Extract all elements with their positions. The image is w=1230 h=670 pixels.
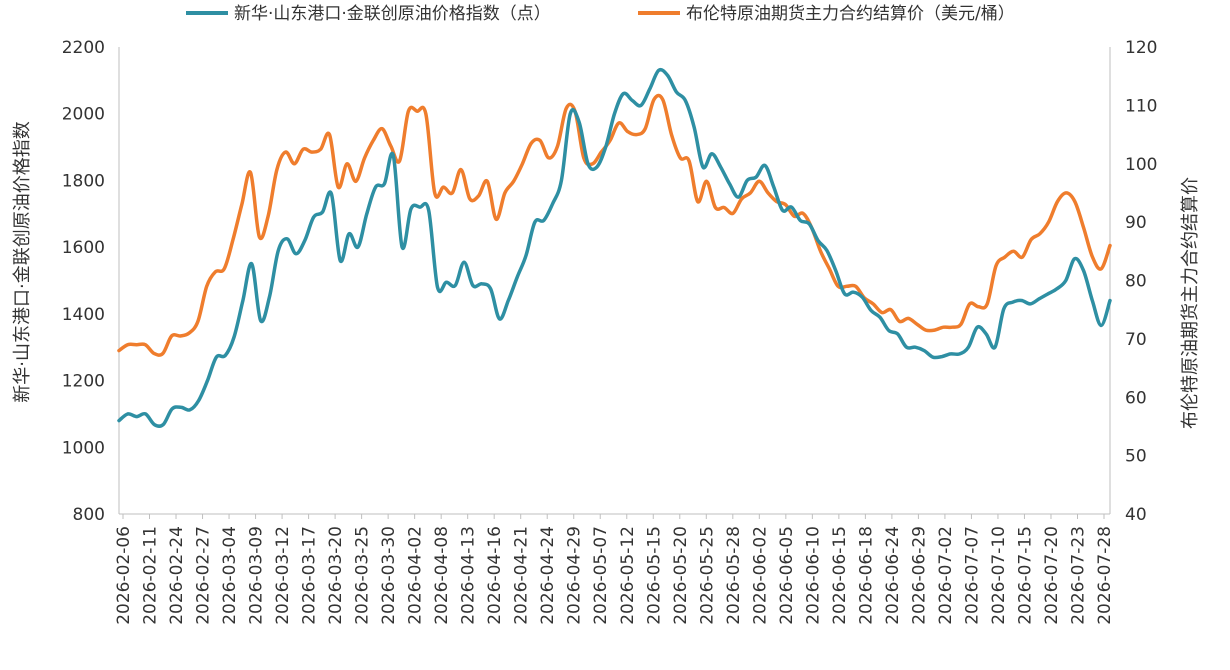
x-tick-label: 2026-07-28 <box>1095 526 1115 625</box>
x-tick-label: 2026-07-07 <box>962 526 982 625</box>
x-tick-label: 2026-07-23 <box>1068 526 1088 625</box>
left-tick-label: 1400 <box>62 305 105 325</box>
series-layer <box>117 67 1112 428</box>
right-tick-label: 90 <box>1125 213 1147 233</box>
x-tick-label: 2026-03-17 <box>300 526 320 625</box>
legend-label-index: 新华·山东港口·金联创原油价格指数（点） <box>234 4 551 24</box>
x-tick-label: 2026-06-05 <box>777 526 797 625</box>
x-tick-label: 2026-03-12 <box>273 526 293 625</box>
x-tick-label: 2026-05-20 <box>671 526 691 625</box>
x-tick-label: 2026-06-29 <box>909 526 929 625</box>
x-tick-label: 2026-05-12 <box>618 526 638 625</box>
left-tick-label: 1800 <box>62 171 105 191</box>
x-tick-label: 2026-05-15 <box>644 526 664 625</box>
x-tick-label: 2026-03-30 <box>379 526 399 625</box>
x-tick-label: 2026-06-24 <box>883 526 903 625</box>
right-tick-label: 50 <box>1125 447 1147 467</box>
right-tick-label: 70 <box>1125 330 1147 350</box>
x-tick-label: 2026-07-15 <box>1015 526 1035 625</box>
right-tick-label: 40 <box>1125 505 1147 525</box>
right-tick-label: 60 <box>1125 388 1147 408</box>
x-tick-label: 2026-02-06 <box>114 526 134 625</box>
x-axis-ticks: 2026-02-06 2026-02-11 2026-02-24 2026-02-27… <box>114 514 1115 625</box>
x-tick-label: 2026-06-15 <box>830 526 850 625</box>
right-axis-title: 布伦特原油期货主力合约结算价 <box>1180 177 1201 429</box>
left-axis-ticks: 800 1000 1200 1400 1600 1800 2000 2200 <box>62 38 105 525</box>
x-tick-label: 2026-04-08 <box>432 526 452 625</box>
x-tick-label: 2026-03-20 <box>326 526 346 625</box>
x-tick-label: 2026-04-24 <box>538 526 558 625</box>
x-tick-label: 2026-04-13 <box>459 526 479 625</box>
right-axis-ticks: 40 50 60 70 80 90 100 110 120 <box>1125 38 1157 525</box>
series-line-index <box>117 67 1112 428</box>
left-tick-label: 1200 <box>62 372 105 392</box>
x-tick-label: 2026-03-04 <box>220 526 240 625</box>
x-tick-label: 2026-04-21 <box>512 526 532 625</box>
series-line-brent <box>117 93 1112 357</box>
left-tick-label: 800 <box>73 505 105 525</box>
right-tick-label: 80 <box>1125 272 1147 292</box>
x-tick-label: 2026-07-10 <box>989 526 1009 625</box>
left-tick-label: 1000 <box>62 438 105 458</box>
left-tick-label: 1600 <box>62 238 105 258</box>
x-tick-label: 2026-03-09 <box>247 526 267 625</box>
x-tick-label: 2026-04-29 <box>565 526 585 625</box>
x-tick-label: 2026-04-02 <box>406 526 426 625</box>
x-tick-label: 2026-03-25 <box>353 526 373 625</box>
x-tick-label: 2026-02-11 <box>141 526 161 625</box>
right-tick-label: 120 <box>1125 38 1157 58</box>
legend-label-brent: 布伦特原油期货主力合约结算价（美元/桶） <box>686 4 1015 24</box>
x-tick-label: 2026-02-27 <box>194 526 214 625</box>
x-tick-label: 2026-05-07 <box>591 526 611 625</box>
x-tick-label: 2026-04-16 <box>485 526 505 625</box>
left-axis-title: 新华·山东港口·金联创原油价格指数 <box>12 121 33 402</box>
left-tick-label: 2200 <box>62 38 105 58</box>
legend: 新华·山东港口·金联创原油价格指数（点） 布伦特原油期货主力合约结算价（美元/桶… <box>186 4 1015 24</box>
x-tick-label: 2026-05-28 <box>724 526 744 625</box>
x-tick-label: 2026-06-18 <box>856 526 876 625</box>
x-tick-label: 2026-06-02 <box>750 526 770 625</box>
right-tick-label: 100 <box>1125 155 1157 175</box>
x-tick-label: 2026-07-20 <box>1042 526 1062 625</box>
x-tick-label: 2026-06-10 <box>803 526 823 625</box>
x-tick-label: 2026-02-24 <box>167 526 187 625</box>
right-tick-label: 110 <box>1125 96 1157 116</box>
x-tick-label: 2026-05-25 <box>697 526 717 625</box>
x-tick-label: 2026-07-02 <box>936 526 956 625</box>
left-tick-label: 2000 <box>62 105 105 125</box>
